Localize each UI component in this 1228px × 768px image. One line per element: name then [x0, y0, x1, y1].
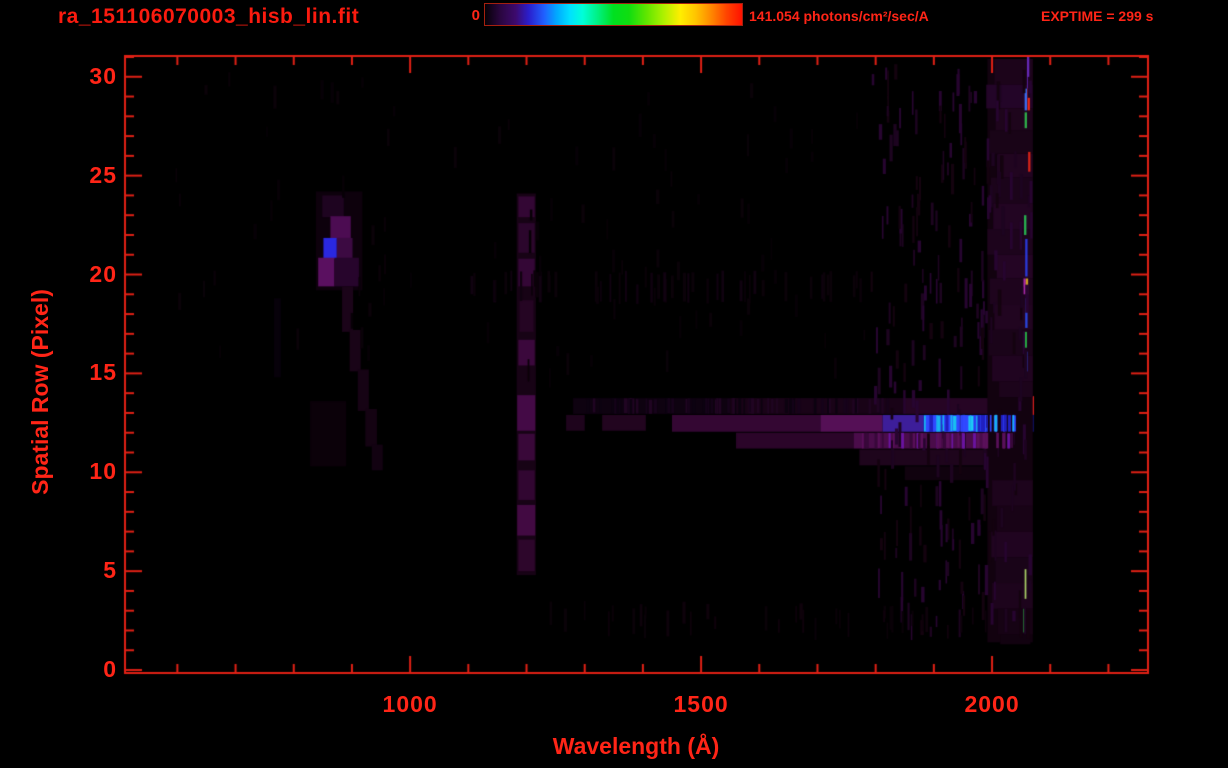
y-tick-label-10: 10 — [89, 458, 117, 485]
exptime-label: EXPTIME = 299 s — [1041, 8, 1154, 24]
colorbar-max-label: 141.054 photons/cm²/sec/A — [749, 8, 929, 24]
y-tick-label-0: 0 — [103, 656, 117, 683]
x-tick-label-2000: 2000 — [964, 691, 1020, 717]
x-axis-title: Wavelength (Å) — [552, 733, 720, 759]
y-tick-label-20: 20 — [89, 260, 117, 287]
y-tick-label-25: 25 — [89, 161, 117, 188]
x-tick-label-1000: 1000 — [382, 691, 438, 717]
y-tick-label-30: 30 — [89, 62, 117, 89]
colorbar-gradient — [484, 3, 743, 26]
y-tick-label-5: 5 — [103, 557, 117, 584]
colorbar-min-label: 0 — [471, 7, 480, 24]
y-axis-title: Spatial Row (Pixel) — [27, 289, 53, 495]
x-tick-label-1500: 1500 — [673, 691, 729, 717]
file-title: ra_151106070003_hisb_lin.fit — [58, 5, 360, 28]
y-tick-label-15: 15 — [89, 359, 117, 386]
